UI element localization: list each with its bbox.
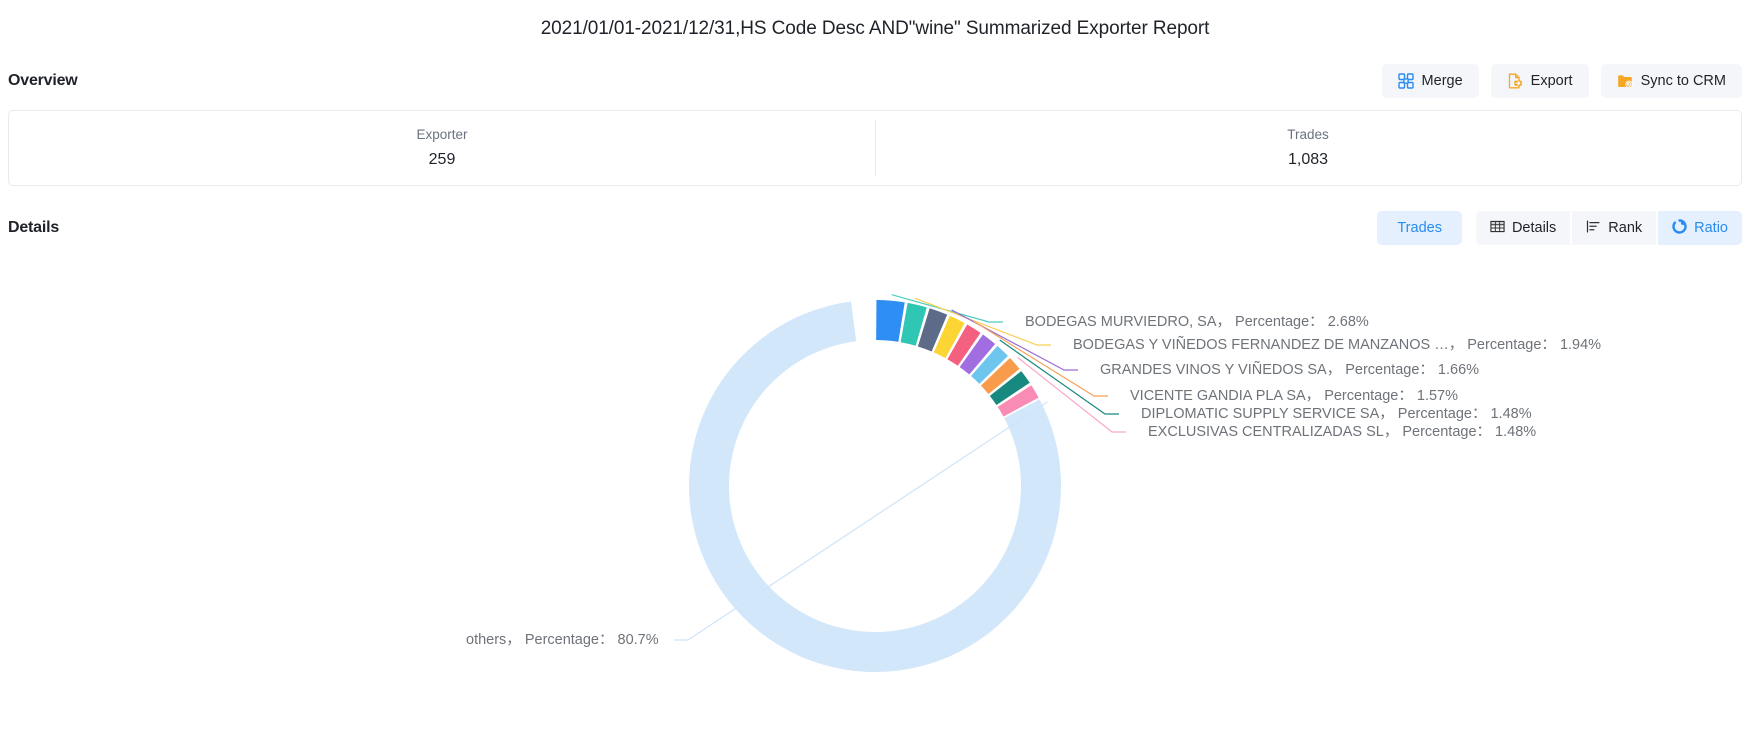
ratio-donut-icon <box>1672 218 1687 238</box>
callout-label: others， Percentage： 80.7% <box>466 632 659 648</box>
details-title: Details <box>8 219 60 236</box>
callout-label: DIPLOMATIC SUPPLY SERVICE SA， Percentage… <box>1141 406 1532 422</box>
donut-segment[interactable] <box>876 300 905 342</box>
donut-segment[interactable] <box>971 345 1008 384</box>
overview-title: Overview <box>8 72 78 89</box>
merge-grid-icon <box>1397 73 1414 89</box>
details-header: Details Trades Details <box>0 211 1750 245</box>
export-button[interactable]: Export <box>1490 64 1589 98</box>
export-document-icon <box>1507 73 1523 89</box>
stat-exporter: Exporter 259 <box>9 111 875 185</box>
callout-leader-line <box>951 309 1078 371</box>
donut-segment[interactable] <box>947 324 981 366</box>
donut-chart-svg <box>674 294 1126 672</box>
callout-label: BODEGAS Y VIÑEDOS FERNANDEZ DE MANZANOS … <box>1073 337 1602 353</box>
donut-segment[interactable] <box>900 302 927 346</box>
callout-leader-line <box>674 401 1048 641</box>
export-button-label: Export <box>1530 73 1573 89</box>
rank-list-icon <box>1586 219 1601 238</box>
callout-leader-line <box>999 339 1119 415</box>
tab-rank[interactable]: Rank <box>1572 211 1657 245</box>
stat-exporter-label: Exporter <box>416 126 468 142</box>
tab-trades-label: Trades <box>1397 220 1442 236</box>
sync-folder-icon <box>1617 73 1633 89</box>
tab-ratio-label: Ratio <box>1694 220 1728 236</box>
callout-label: BODEGAS MURVIEDRO, SA， Percentage： 2.68% <box>1025 314 1369 330</box>
callout-label: GRANDES VINOS Y VIÑEDOS SA， Percentage： … <box>1100 362 1480 378</box>
overview-stat-card: Exporter 259 Trades 1,083 <box>8 110 1742 186</box>
donut-segment[interactable] <box>989 371 1030 405</box>
ratio-donut-chart: BODEGAS MURVIEDRO, SA， Percentage： 2.68%… <box>0 251 1750 706</box>
stat-trades: Trades 1,083 <box>875 111 1741 185</box>
callout-label: EXCLUSIVAS CENTRALIZADAS SL， Percentage：… <box>1148 424 1537 440</box>
tab-trades[interactable]: Trades <box>1377 211 1462 245</box>
donut-segment[interactable] <box>959 334 996 375</box>
callout-leader-line <box>914 297 1051 346</box>
overview-toolbar: Merge Export S <box>1381 64 1742 98</box>
sync-to-crm-button-label: Sync to CRM <box>1640 73 1726 89</box>
tab-rank-label: Rank <box>1608 220 1643 236</box>
callout-leader-line <box>891 294 1003 323</box>
details-tabs: Trades Details <box>1377 211 1742 245</box>
page-title: 2021/01/01-2021/12/31,HS Code Desc AND"w… <box>540 18 1210 39</box>
sync-to-crm-button[interactable]: Sync to CRM <box>1600 64 1742 98</box>
stat-trades-label: Trades <box>1287 126 1329 142</box>
overview-header: Overview Merge <box>0 64 1750 98</box>
details-view-toggle-group: Details Rank Ratio <box>1475 211 1742 245</box>
stat-exporter-value: 259 <box>428 150 456 168</box>
merge-button-label: Merge <box>1421 73 1463 89</box>
tab-ratio[interactable]: Ratio <box>1658 211 1742 245</box>
donut-segment[interactable] <box>917 308 948 352</box>
stat-trades-value: 1,083 <box>1287 150 1329 168</box>
tab-details-label: Details <box>1511 220 1557 236</box>
donut-segment[interactable] <box>980 358 1020 395</box>
merge-button[interactable]: Merge <box>1381 64 1479 98</box>
callout-label: VICENTE GANDIA PLA SA， Percentage： 1.57% <box>1130 388 1459 404</box>
table-icon <box>1490 219 1505 238</box>
tab-details[interactable]: Details <box>1475 211 1571 245</box>
callout-leader-line <box>1017 357 1126 433</box>
donut-segment[interactable] <box>997 385 1039 417</box>
callout-leader-line <box>973 320 1108 397</box>
donut-segment[interactable] <box>933 315 965 359</box>
